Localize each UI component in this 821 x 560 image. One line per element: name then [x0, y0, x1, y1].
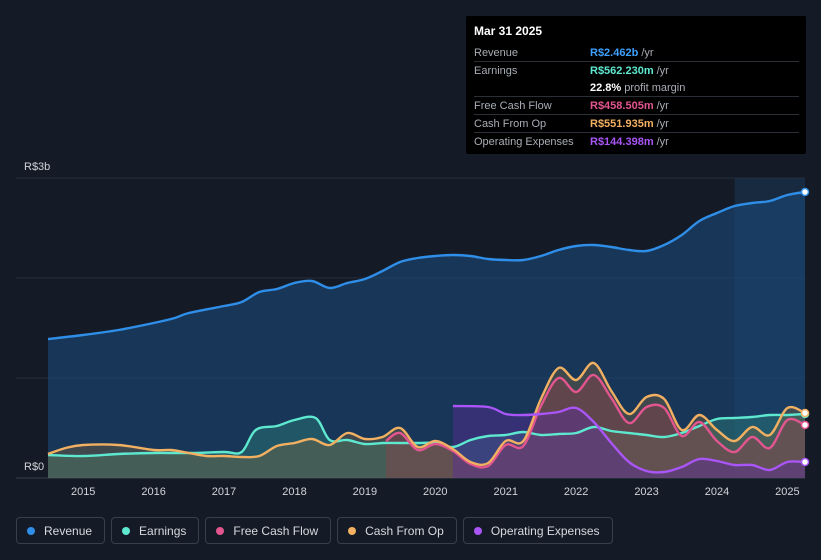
tooltip-unit: /yr: [656, 99, 669, 112]
x-tick-label: 2015: [71, 486, 95, 498]
legend-label: Revenue: [44, 523, 93, 538]
earnings-line: [47, 412, 806, 458]
tooltip-row-margin: 22.8% profit margin: [474, 79, 799, 96]
legend-label: Earnings: [139, 523, 187, 538]
tooltip-unit: /yr: [656, 135, 669, 148]
x-tick-label: 2024: [705, 486, 729, 498]
tooltip-date: Mar 31 2025: [474, 24, 543, 38]
legend-item-operating-expenses[interactable]: Operating Expenses: [462, 517, 613, 544]
tooltip-label: Revenue: [474, 46, 519, 59]
series-lines: [47, 190, 806, 474]
tooltip-value: R$562.230m: [590, 64, 654, 77]
x-axis-ticks: 2015 2016 2017 2018 2019 2020 2021 2022 2023 2024…: [71, 486, 800, 498]
legend-dot-icon: [473, 526, 482, 535]
revenue-end-marker: [800, 187, 810, 197]
revenue-line: [47, 190, 806, 341]
tooltip-label: Earnings: [474, 64, 518, 77]
x-tick-label: 2022: [564, 486, 588, 498]
operating-expenses-line: [452, 404, 806, 474]
legend-dot-icon: [348, 526, 357, 535]
tooltip-label: Cash From Op: [474, 117, 547, 130]
x-tick-label: 2018: [282, 486, 306, 498]
cash-from-op-end-marker: [800, 408, 810, 418]
x-tick-label: 2023: [634, 486, 658, 498]
tooltip-row-opex: Operating Expenses R$144.398m /yr: [474, 132, 799, 150]
tooltip-unit: profit margin: [624, 81, 686, 94]
tooltip-value: R$458.505m: [590, 99, 654, 112]
legend-label: Free Cash Flow: [233, 523, 319, 538]
free-cash-flow-end-marker: [800, 420, 810, 430]
tooltip-row-earnings: Earnings R$562.230m /yr: [474, 61, 799, 79]
x-tick-label: 2021: [493, 486, 517, 498]
tooltip-label: Operating Expenses: [474, 135, 574, 148]
x-tick-label: 2016: [141, 486, 165, 498]
legend-dot-icon: [122, 526, 131, 535]
tooltip-panel: Mar 31 2025 Revenue R$2.462b /yr Earning…: [466, 16, 806, 154]
cash-from-op-line: [47, 361, 806, 467]
operating-expenses-area: [452, 406, 805, 478]
legend-item-earnings[interactable]: Earnings: [111, 517, 200, 544]
series-areas: [48, 192, 805, 478]
tooltip-value: R$2.462b: [590, 46, 639, 59]
operating-expenses-end-marker: [800, 457, 810, 467]
legend-dot-icon: [216, 526, 225, 535]
x-tick-label: 2017: [212, 486, 236, 498]
legend-item-free-cash-flow[interactable]: Free Cash Flow: [205, 517, 332, 544]
x-tick-label: 2025: [775, 486, 799, 498]
x-tick-label: 2020: [423, 486, 447, 498]
tooltip-value: R$551.935m: [590, 117, 654, 130]
tooltip-row-revenue: Revenue R$2.462b /yr: [474, 44, 799, 61]
legend-item-revenue[interactable]: Revenue: [16, 517, 106, 544]
legend-dot-icon: [27, 526, 35, 535]
tooltip-value: R$144.398m: [590, 135, 654, 148]
legend: Revenue Earnings Free Cash Flow Cash Fro…: [16, 517, 613, 544]
x-tick-label: 2019: [353, 486, 377, 498]
y-axis-bottom-label: R$0: [24, 461, 44, 473]
legend-label: Cash From Op: [365, 523, 444, 538]
tooltip-label: Free Cash Flow: [474, 99, 552, 112]
free-cash-flow-line: [385, 373, 806, 469]
tooltip-unit: /yr: [656, 64, 669, 77]
tooltip-unit: /yr: [656, 117, 669, 130]
tooltip-unit: /yr: [641, 46, 654, 59]
series-end-markers: [800, 187, 810, 467]
legend-label: Operating Expenses: [490, 523, 600, 538]
legend-item-cash-from-op[interactable]: Cash From Op: [337, 517, 457, 544]
tooltip-value: 22.8%: [590, 81, 622, 94]
tooltip-row-cfo: Cash From Op R$551.935m /yr: [474, 114, 799, 132]
tooltip-row-fcf: Free Cash Flow R$458.505m /yr: [474, 96, 799, 114]
y-axis-top-label: R$3b: [24, 161, 50, 173]
